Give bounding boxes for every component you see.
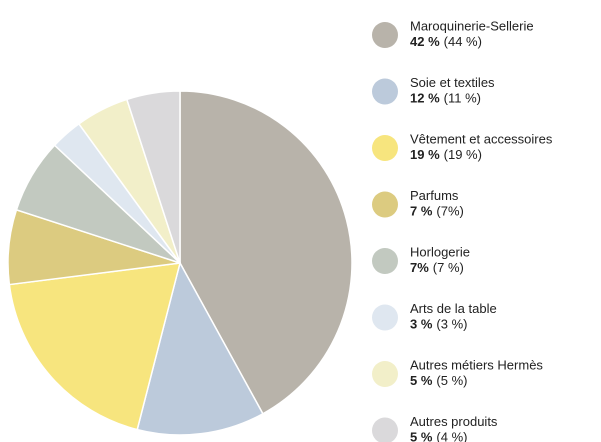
previous-value: (19 %) [444, 147, 482, 162]
current-value: 19 % [410, 147, 440, 162]
pie-slice [8, 262, 182, 431]
current-value: 3 % [410, 317, 433, 332]
legend-value: 7 % (7%) [410, 204, 464, 219]
legend-value: 42 % (44 %) [410, 34, 482, 49]
legend-value: 19 % (19 %) [410, 147, 482, 162]
previous-value: (4 %) [436, 430, 467, 442]
legend-swatch [372, 22, 398, 48]
legend-label: Autres métiers Hermès [410, 357, 543, 372]
previous-value: (11 %) [444, 91, 481, 106]
current-value: 12 % [410, 91, 440, 106]
legend-value: 5 % (4 %) [410, 430, 467, 442]
legend-label: Arts de la table [410, 301, 497, 316]
legend-swatch [372, 248, 398, 274]
current-value: 5 % [410, 430, 433, 442]
legend-swatch [372, 191, 398, 218]
legend-value: 3 % (3 %) [410, 317, 467, 332]
legend-value: 12 % (11 %) [410, 91, 481, 106]
legend-value: 5 % (5 %) [410, 373, 467, 388]
previous-value: (7 %) [433, 260, 464, 275]
previous-value: (5 %) [436, 373, 467, 388]
legend-label: Vêtement et accessoires [410, 131, 553, 146]
legend-swatch [372, 304, 398, 331]
pie-slice [136, 260, 264, 436]
current-value: 7% [410, 260, 429, 275]
legend-swatch [372, 361, 398, 387]
legend-label: Soie et textiles [410, 75, 495, 90]
legend-label: Autres produits [410, 414, 498, 429]
legend-swatch [372, 78, 398, 105]
legend-swatch [372, 135, 398, 161]
previous-value: (44 %) [444, 34, 482, 49]
legend-swatch [372, 417, 398, 442]
current-value: 5 % [410, 373, 433, 388]
legend-label: Parfums [410, 188, 459, 203]
previous-value: (3 %) [436, 317, 467, 332]
pie-slice [125, 90, 181, 264]
pie-slice [179, 90, 353, 415]
legend-label: Maroquinerie-Sellerie [410, 18, 534, 33]
current-value: 42 % [410, 34, 440, 49]
previous-value: (7%) [436, 204, 463, 219]
legend-label: Horlogerie [410, 244, 470, 259]
current-value: 7 % [410, 204, 433, 219]
legend-value: 7% (7 %) [410, 260, 464, 275]
